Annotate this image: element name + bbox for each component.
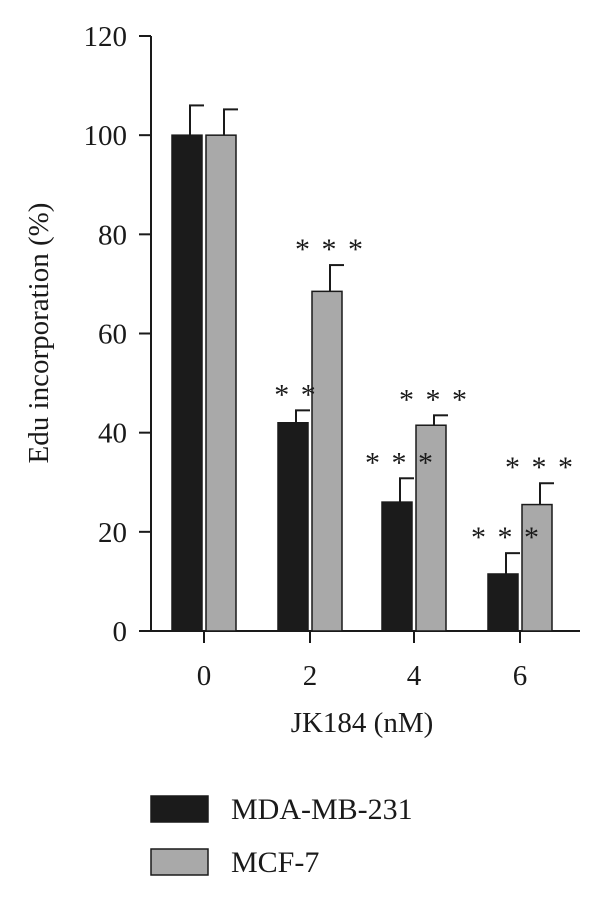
significance-label: * * * [365, 446, 435, 479]
y-tick-label: 100 [84, 120, 128, 152]
legend: MDA-MB-231 MCF-7 [150, 793, 413, 879]
x-tick-label: 0 [197, 660, 212, 692]
legend-label: MCF-7 [231, 846, 319, 879]
bar-mcf-7 [415, 424, 447, 632]
legend-swatch [150, 795, 209, 823]
x-axis-ticks: 0 2 4 6 [197, 631, 528, 692]
significance-label: * * [274, 378, 318, 411]
bar-mda-mb-231 [381, 501, 413, 632]
bar-mda-mb-231 [277, 422, 309, 632]
y-tick-label: 80 [98, 219, 127, 251]
significance-markers: * * * * * * * * * * * * * * * * * [274, 233, 575, 554]
bars [171, 134, 553, 632]
legend-label: MDA-MB-231 [231, 793, 413, 826]
x-tick-label: 4 [407, 660, 422, 692]
significance-label: * * * [505, 451, 575, 484]
y-axis-title: Edu incorporation (%) [23, 203, 55, 464]
x-tick-label: 6 [513, 660, 528, 692]
x-axis-title: JK184 (nM) [291, 707, 434, 739]
legend-swatch [150, 848, 209, 876]
significance-label: * * * [295, 233, 365, 266]
y-axis-ticks: 0 20 40 60 80 100 120 [84, 21, 151, 648]
bar-mcf-7 [521, 503, 553, 632]
x-tick-label: 2 [303, 660, 318, 692]
significance-label: * * * [399, 383, 469, 416]
error-bars [189, 104, 554, 574]
y-tick-label: 60 [98, 319, 127, 351]
y-tick-label: 0 [113, 616, 128, 648]
bar-mda-mb-231 [487, 573, 519, 632]
bar-mcf-7 [205, 134, 237, 632]
axes: 0 20 40 60 80 100 120 0 2 4 6 [84, 21, 580, 692]
bar-mda-mb-231 [171, 134, 203, 632]
bar-mcf-7 [311, 290, 343, 632]
significance-label: * * * [471, 521, 541, 554]
y-tick-label: 120 [84, 21, 128, 53]
y-tick-label: 40 [98, 418, 127, 450]
y-tick-label: 20 [98, 517, 127, 549]
